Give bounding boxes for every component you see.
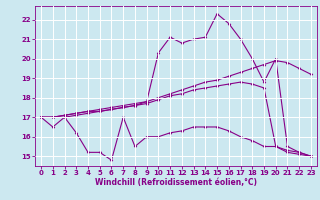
X-axis label: Windchill (Refroidissement éolien,°C): Windchill (Refroidissement éolien,°C) — [95, 178, 257, 187]
